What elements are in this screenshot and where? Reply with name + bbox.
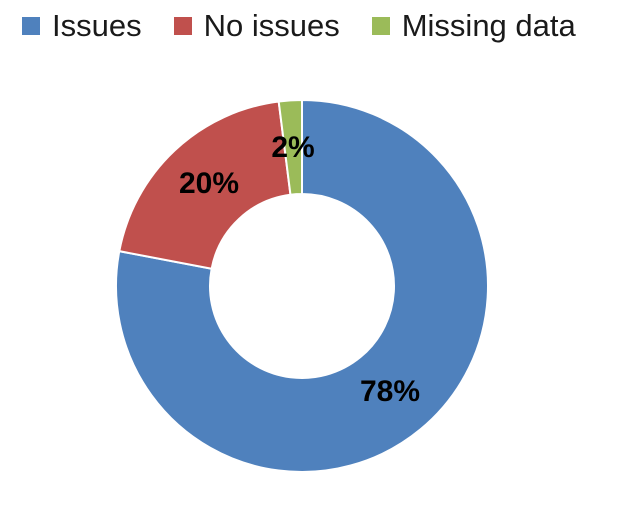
- data-label-issues: 78%: [360, 375, 420, 408]
- legend-swatch-missing-data: [371, 16, 390, 35]
- legend-label-no-issues: No issues: [203, 8, 340, 43]
- data-label-missing-data: 2%: [271, 131, 314, 164]
- slice-no-issues: [118, 100, 292, 270]
- doughnut-data-labels: 78% 20% 2%: [179, 131, 420, 408]
- legend-label-issues: Issues: [52, 8, 142, 43]
- legend-swatch-no-issues: [173, 16, 192, 35]
- legend-swatch-issues: [22, 16, 40, 35]
- chart-legend: Issues No issues Missing data: [22, 10, 576, 41]
- doughnut-slices: [115, 98, 489, 473]
- legend-item-no-issues: No issues: [173, 8, 340, 43]
- slice-missing-data: [277, 98, 303, 196]
- legend-item-issues: Issues: [22, 10, 142, 41]
- legend-item-missing-data: Missing data: [371, 8, 576, 43]
- legend-label-missing-data: Missing data: [401, 8, 576, 43]
- slice-issues: [115, 98, 489, 473]
- data-label-no-issues: 20%: [179, 167, 239, 200]
